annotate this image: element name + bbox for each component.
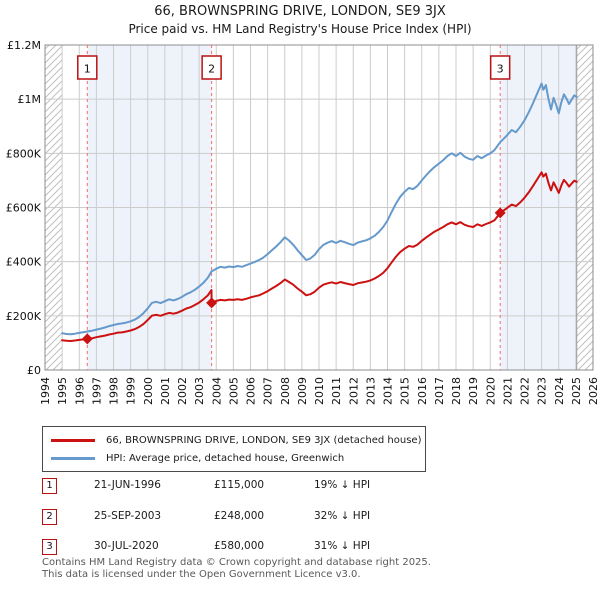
svg-text:1998: 1998 xyxy=(108,377,121,405)
svg-text:£800K: £800K xyxy=(6,147,42,160)
svg-text:2024: 2024 xyxy=(553,377,566,405)
svg-text:2023: 2023 xyxy=(536,377,549,405)
svg-text:1996: 1996 xyxy=(73,377,86,405)
svg-text:£1M: £1M xyxy=(18,93,42,106)
svg-text:2003: 2003 xyxy=(193,377,206,405)
svg-text:1995: 1995 xyxy=(56,377,69,405)
svg-text:£0: £0 xyxy=(27,364,41,377)
svg-text:3: 3 xyxy=(497,63,504,76)
sale-number-badge: 1 xyxy=(42,478,57,494)
svg-text:1994: 1994 xyxy=(39,377,52,405)
legend-label-price: 66, BROWNSPRING DRIVE, LONDON, SE9 3JX (… xyxy=(106,434,422,446)
price-line-swatch xyxy=(51,438,95,442)
legend: 66, BROWNSPRING DRIVE, LONDON, SE9 3JX (… xyxy=(42,426,426,472)
page-subtitle: Price paid vs. HM Land Registry's House … xyxy=(128,22,472,36)
table-row: 1 21-JUN-1996 £115,000 19% ↓ HPI xyxy=(42,478,582,496)
svg-text:1999: 1999 xyxy=(125,377,138,405)
x-axis-labels: 1994 1995 1996 1997 1998 1999 2000 2001 2002 2003… xyxy=(39,377,600,405)
sale-price: £580,000 xyxy=(214,540,265,552)
svg-text:2017: 2017 xyxy=(433,377,446,405)
y-axis-labels: £0 £200K £400K £600K £800K £1M £1.2M xyxy=(6,39,42,377)
svg-text:2007: 2007 xyxy=(262,377,275,405)
gridlines xyxy=(44,44,594,371)
sale-date: 25-SEP-2003 xyxy=(94,510,162,522)
svg-text:2015: 2015 xyxy=(399,377,412,405)
sale-number-badge: 3 xyxy=(42,539,57,555)
svg-text:2006: 2006 xyxy=(245,377,258,405)
legend-label-hpi: HPI: Average price, detached house, Gree… xyxy=(106,452,345,464)
svg-text:£1.2M: £1.2M xyxy=(7,39,41,52)
svg-text:2011: 2011 xyxy=(330,377,343,405)
sale-vs-hpi: 31% ↓ HPI xyxy=(314,540,371,552)
sale-number-badge: 2 xyxy=(42,509,57,525)
hpi-line-swatch xyxy=(51,456,95,460)
price-paid-line xyxy=(61,171,578,342)
svg-text:1: 1 xyxy=(84,63,91,76)
sale-vs-hpi: 32% ↓ HPI xyxy=(314,510,371,522)
svg-text:2005: 2005 xyxy=(227,377,240,405)
copyright-footer: Contains HM Land Registry data © Crown c… xyxy=(42,557,431,580)
svg-text:2026: 2026 xyxy=(587,377,600,405)
sale-vs-hpi: 19% ↓ HPI xyxy=(314,479,371,491)
footer-line-1: Contains HM Land Registry data © Crown c… xyxy=(42,557,431,568)
legend-row-price: 66, BROWNSPRING DRIVE, LONDON, SE9 3JX (… xyxy=(51,431,421,449)
svg-text:2013: 2013 xyxy=(364,377,377,405)
sale-price: £115,000 xyxy=(214,479,265,491)
table-row: 2 25-SEP-2003 £248,000 32% ↓ HPI xyxy=(42,509,582,527)
svg-text:£400K: £400K xyxy=(6,256,42,269)
page-title: 66, BROWNSPRING DRIVE, LONDON, SE9 3JX xyxy=(154,4,446,19)
svg-text:2025: 2025 xyxy=(570,377,583,405)
footer-line-2: This data is licensed under the Open Gov… xyxy=(42,568,361,580)
sale-point-markers xyxy=(81,207,506,345)
svg-text:2016: 2016 xyxy=(416,377,429,405)
sale-date: 21-JUN-1996 xyxy=(94,479,161,491)
svg-text:2018: 2018 xyxy=(450,377,463,405)
svg-text:1997: 1997 xyxy=(90,377,103,405)
plot-frame xyxy=(44,44,594,371)
hpi-line xyxy=(61,82,578,336)
svg-text:2022: 2022 xyxy=(519,377,532,405)
svg-text:2020: 2020 xyxy=(484,377,497,405)
sale-date: 30-JUL-2020 xyxy=(94,540,159,552)
sale-price: £248,000 xyxy=(214,510,265,522)
svg-text:2000: 2000 xyxy=(142,377,155,405)
svg-text:2012: 2012 xyxy=(347,377,360,405)
svg-text:2008: 2008 xyxy=(279,377,292,405)
svg-text:2004: 2004 xyxy=(210,377,223,405)
svg-text:2019: 2019 xyxy=(467,377,480,405)
svg-text:2: 2 xyxy=(208,63,215,76)
svg-text:£600K: £600K xyxy=(6,202,42,215)
svg-text:£200K: £200K xyxy=(6,310,42,323)
sale-number-flags: 1 2 3 xyxy=(77,55,511,80)
svg-text:2009: 2009 xyxy=(296,377,309,405)
table-row: 3 30-JUL-2020 £580,000 31% ↓ HPI xyxy=(42,539,582,557)
legend-row-hpi: HPI: Average price, detached house, Gree… xyxy=(51,449,417,467)
svg-text:2002: 2002 xyxy=(176,377,189,405)
svg-text:2014: 2014 xyxy=(382,377,395,405)
svg-text:2001: 2001 xyxy=(159,377,172,405)
svg-text:2021: 2021 xyxy=(501,377,514,405)
svg-text:2010: 2010 xyxy=(313,377,326,405)
